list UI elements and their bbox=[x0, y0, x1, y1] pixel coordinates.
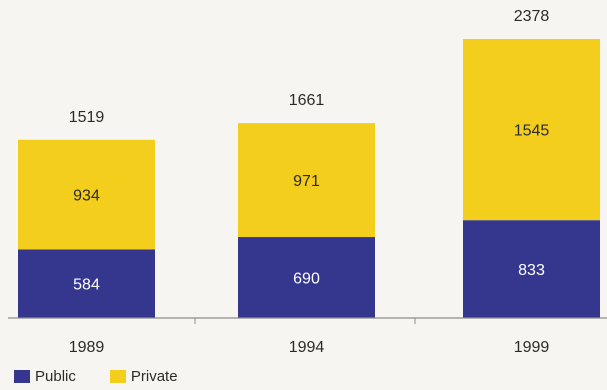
data-label-private-1989: 934 bbox=[73, 188, 100, 205]
bar-private-1994 bbox=[238, 123, 375, 238]
data-label-private-1999: 1545 bbox=[514, 123, 550, 140]
data-label-total-1989: 1519 bbox=[69, 109, 105, 126]
data-label-public-1989: 584 bbox=[73, 277, 100, 294]
legend-label-private: Private bbox=[130, 368, 178, 385]
data-label-total-1994: 1661 bbox=[289, 92, 325, 109]
data-label-public-1999: 833 bbox=[518, 262, 545, 279]
legend-item-private: Private bbox=[109, 368, 178, 385]
legend: Public Private bbox=[14, 368, 178, 385]
data-label-public-1994: 690 bbox=[293, 271, 320, 288]
bar-private-1989 bbox=[18, 139, 155, 250]
bar-private-1999 bbox=[463, 39, 600, 221]
legend-swatch-public bbox=[14, 370, 30, 383]
bar-public-1994 bbox=[238, 237, 375, 318]
x-tick-label-1994: 1994 bbox=[289, 339, 325, 356]
legend-item-public: Public bbox=[14, 368, 76, 385]
bar-public-1999 bbox=[463, 220, 600, 318]
bar-public-1989 bbox=[18, 249, 155, 318]
legend-swatch-private bbox=[109, 370, 126, 383]
x-tick-label-1989: 1989 bbox=[69, 339, 105, 356]
legend-label-public: Public bbox=[35, 368, 76, 385]
x-tick-label-1999: 1999 bbox=[514, 339, 550, 356]
data-label-total-1999: 2378 bbox=[514, 8, 550, 25]
data-label-private-1994: 971 bbox=[293, 173, 320, 190]
